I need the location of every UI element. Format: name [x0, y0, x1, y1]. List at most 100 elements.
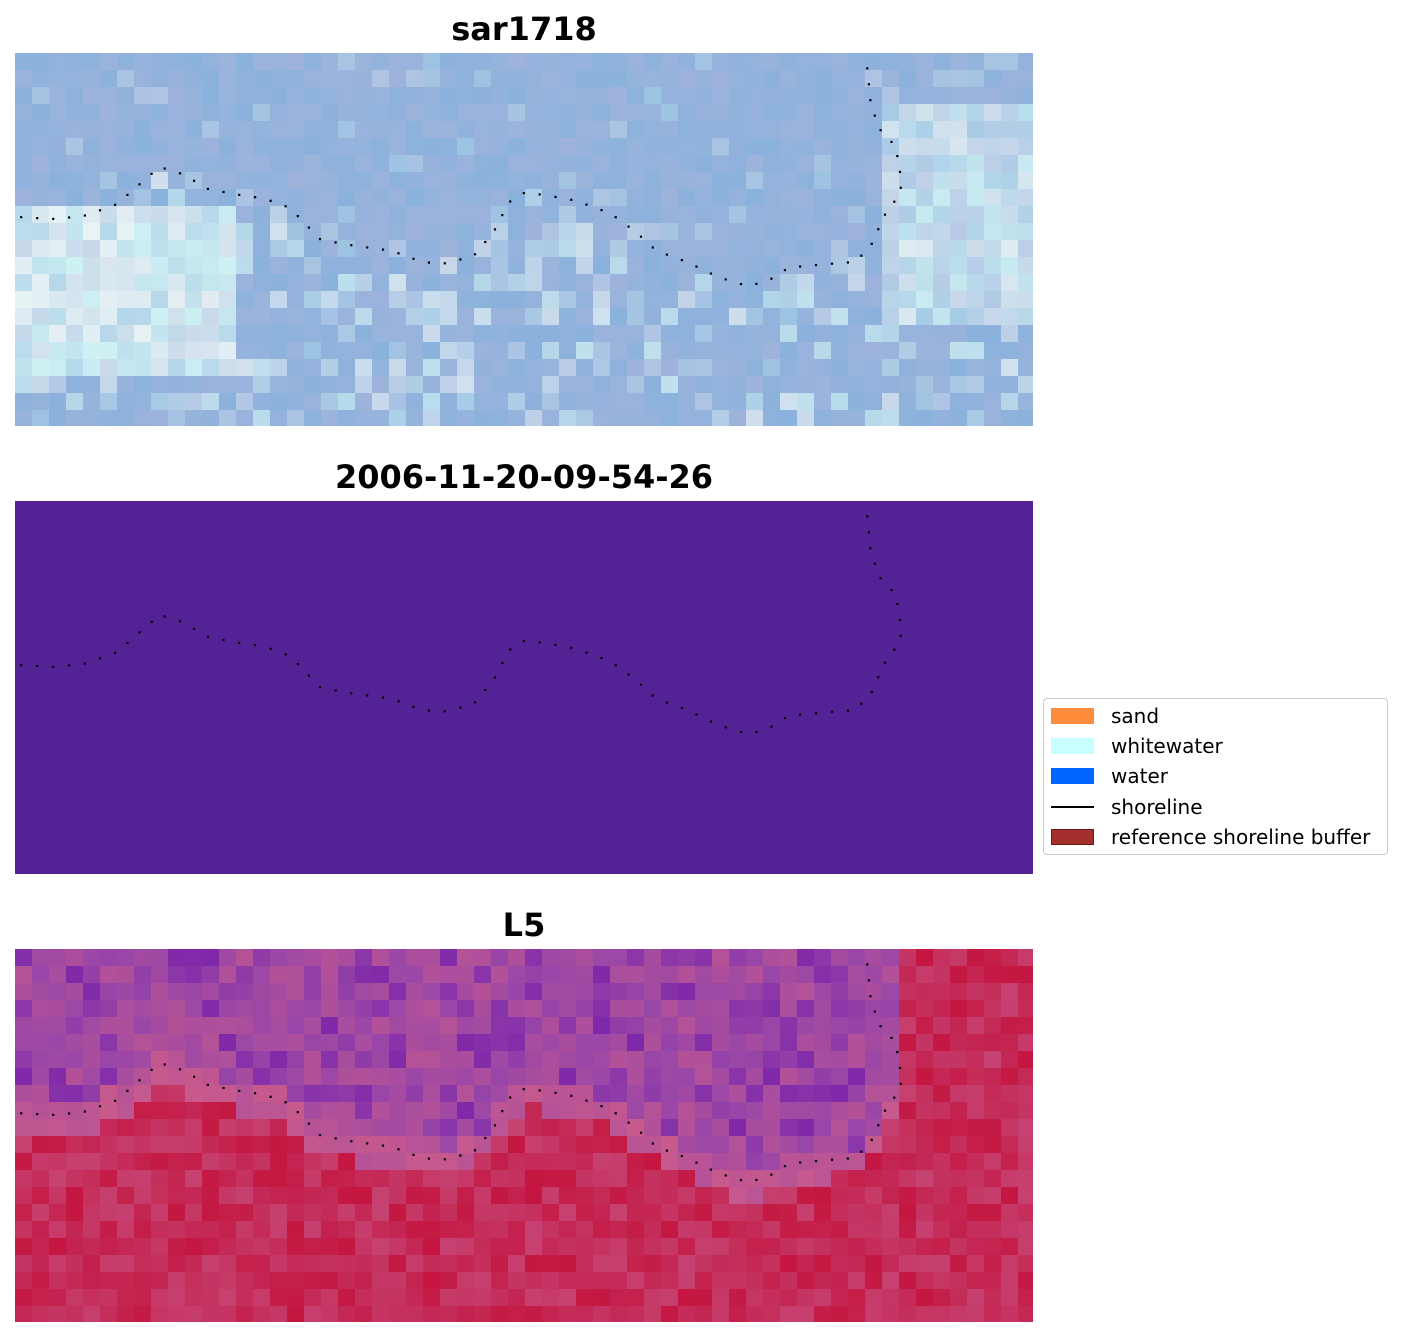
pixel-cell [219, 1170, 237, 1188]
pixel-cell [593, 949, 611, 967]
pixel-cell [780, 410, 798, 426]
pixel-cell [151, 1034, 169, 1052]
pixel-cell [984, 410, 1002, 426]
pixel-cell [780, 966, 798, 984]
shoreline-point [366, 246, 369, 249]
pixel-cell [304, 1238, 322, 1256]
pixel-cell [848, 291, 866, 309]
shoreline-point [68, 1112, 71, 1115]
pixel-cell [865, 104, 883, 122]
pixel-cell [100, 325, 118, 343]
pixel-cell [695, 240, 713, 258]
pixel-cell [15, 70, 33, 88]
pixel-cell [508, 1119, 526, 1137]
pixel-cell [32, 274, 50, 292]
pixel-cell [304, 121, 322, 139]
pixel-cell [66, 1238, 84, 1256]
shoreline-point [350, 692, 353, 695]
pixel-cell [49, 1170, 67, 1188]
pixel-cell [355, 155, 373, 173]
pixel-cell [644, 70, 662, 88]
pixel-cell [848, 1221, 866, 1239]
shoreline-point [397, 1148, 400, 1151]
pixel-cell [848, 206, 866, 224]
pixel-cell [848, 274, 866, 292]
pixel-cell [984, 1153, 1002, 1171]
pixel-cell [236, 1136, 254, 1154]
pixel-cell [1018, 1000, 1033, 1018]
pixel-cell [355, 1204, 373, 1222]
pixel-cell [117, 291, 135, 309]
pixel-cell [423, 240, 441, 258]
pixel-cell [678, 1204, 696, 1222]
pixel-cell [287, 189, 305, 207]
pixel-cell [321, 87, 339, 105]
pixel-cell [423, 1085, 441, 1103]
pixel-cell [287, 121, 305, 139]
pixel-cell [967, 1187, 985, 1205]
pixel-cell [253, 189, 271, 207]
pixel-cell [355, 1153, 373, 1171]
pixel-cell [542, 983, 560, 1001]
pixel-cell [440, 172, 458, 190]
pixel-cell [848, 376, 866, 394]
pixel-cell [610, 257, 628, 275]
pixel-cell [32, 155, 50, 173]
pixel-cell [491, 1204, 509, 1222]
pixel-cell [253, 1000, 271, 1018]
pixel-cell [389, 104, 407, 122]
shoreline-point [755, 282, 758, 285]
pixel-cell [695, 308, 713, 326]
pixel-cell [899, 172, 917, 190]
pixel-cell [440, 1034, 458, 1052]
pixel-cell [797, 291, 815, 309]
pixel-cell [746, 87, 764, 105]
pixel-cell [15, 1238, 33, 1256]
pixel-cell [780, 1102, 798, 1120]
pixel-cell [406, 1187, 424, 1205]
pixel-cell [1018, 138, 1033, 156]
pixel-cell [814, 206, 832, 224]
pixel-cell [661, 1170, 679, 1188]
shoreline-point [83, 662, 86, 665]
pixel-cell [100, 966, 118, 984]
pixel-cell [525, 121, 543, 139]
pixel-cell [253, 1289, 271, 1307]
pixel-cell [185, 274, 203, 292]
pixel-cell [729, 274, 747, 292]
pixel-cell [372, 1085, 390, 1103]
pixel-cell [372, 1238, 390, 1256]
pixel-cell [984, 1170, 1002, 1188]
pixel-cell [576, 966, 594, 984]
pixel-cell [406, 1306, 424, 1322]
pixel-cell [100, 87, 118, 105]
pixel-cell [253, 1255, 271, 1273]
pixel-cell [593, 1000, 611, 1018]
pixel-cell [899, 223, 917, 241]
pixel-cell [49, 104, 67, 122]
pixel-cell [916, 325, 934, 343]
pixel-cell [882, 1272, 900, 1290]
pixel-cell [712, 983, 730, 1001]
pixel-cell [933, 274, 951, 292]
pixel-cell [49, 189, 67, 207]
pixel-cell [610, 240, 628, 258]
pixel-cell [83, 1136, 101, 1154]
pixel-cell [372, 121, 390, 139]
pixel-cell [1018, 70, 1033, 88]
pixel-cell [219, 206, 237, 224]
pixel-cell [202, 240, 220, 258]
pixel-cell [1018, 1170, 1033, 1188]
pixel-cell [185, 1119, 203, 1137]
pixel-cell [678, 376, 696, 394]
pixel-cell [15, 291, 33, 309]
pixel-cell [32, 949, 50, 967]
pixel-cell [83, 121, 101, 139]
pixel-cell [661, 1119, 679, 1137]
pixel-cell [916, 1255, 934, 1273]
pixel-cell [389, 1170, 407, 1188]
pixel-cell [508, 308, 526, 326]
pixel-cell [1001, 257, 1019, 275]
pixel-cell [49, 172, 67, 190]
pixel-cell [406, 291, 424, 309]
